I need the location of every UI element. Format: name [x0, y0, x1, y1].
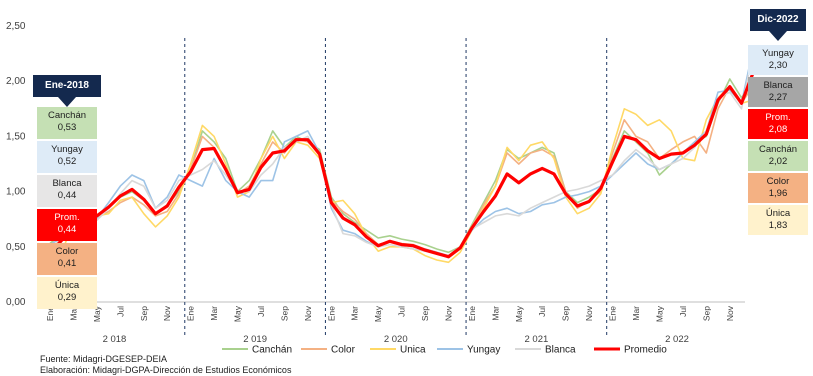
callout-item-value: 0,53	[57, 122, 77, 133]
x-tick-label: Mar	[350, 306, 360, 321]
x-tick-label: Jul	[397, 306, 407, 317]
x-tick-label: May	[233, 305, 243, 322]
x-tick-label: Ene	[467, 306, 477, 321]
y-tick-label: 2,00	[6, 76, 26, 87]
y-tick-label: 0,50	[6, 242, 26, 253]
x-tick-label: Jul	[256, 306, 266, 317]
x-tick-label: Nov	[162, 305, 172, 321]
callout-item-value: 0,44	[57, 190, 77, 201]
callout-item-name: Color	[55, 246, 79, 257]
callout-item-value: 0,41	[57, 258, 77, 269]
callout-header: Dic-2022	[750, 9, 806, 31]
x-tick-label: Ene	[45, 306, 55, 321]
callout-item: Canchán 2,02	[748, 141, 808, 171]
callout-item: Yungay 2,30	[748, 45, 808, 75]
callout-item: Prom. 0,44	[37, 209, 97, 241]
legend-label: Yungay	[467, 345, 500, 356]
year-label: 2 022	[665, 334, 689, 345]
callout-item-name: Canchán	[758, 144, 798, 155]
callout-item: Única 0,29	[37, 277, 97, 309]
x-tick-label: Mar	[631, 306, 641, 321]
x-tick-label: Mar	[68, 306, 78, 321]
callout-item-name: Canchán	[47, 110, 87, 121]
callout-item-value: 2,08	[768, 124, 788, 135]
series-line-unica	[49, 85, 755, 271]
legend-label: Color	[331, 345, 356, 356]
year-label: 2 019	[243, 334, 267, 345]
x-tick-label: May	[92, 305, 102, 322]
year-label: 2 020	[384, 334, 408, 345]
legend-label: Blanca	[545, 345, 576, 356]
y-tick-label: 1,00	[6, 187, 26, 198]
callout-item-name: Única	[765, 208, 791, 219]
x-tick-label: Jul	[115, 306, 125, 317]
x-tick-label: Sep	[279, 306, 289, 321]
callout-item: Única 1,83	[748, 205, 808, 235]
x-tick-label: May	[373, 305, 383, 322]
callout-item-name: Prom.	[765, 112, 791, 123]
callout-item-name: Blanca	[763, 80, 793, 91]
callout-item-value: 0,52	[57, 156, 77, 167]
callout-item-name: Prom.	[54, 212, 80, 223]
x-tick-label: Nov	[584, 305, 594, 321]
year-label: 2 018	[103, 334, 127, 345]
callout-item: Blanca 0,44	[37, 175, 97, 207]
x-tick-label: May	[514, 305, 524, 322]
callout-item-value: 0,44	[57, 224, 77, 235]
callout-item-name: Yungay	[762, 48, 794, 59]
legend-label: Unica	[400, 345, 426, 356]
x-tick-label: Mar	[209, 306, 219, 321]
callout-item: Color 1,96	[748, 173, 808, 203]
callout-item-value: 1,83	[768, 220, 788, 231]
year-label: 2 021	[524, 334, 548, 345]
x-tick-label: Sep	[420, 306, 430, 321]
callout-item-value: 1,96	[768, 188, 788, 199]
x-tick-label: Sep	[139, 306, 149, 321]
x-tick-label: Sep	[561, 306, 571, 321]
callout-item-value: 2,27	[768, 92, 788, 103]
series-line-promedio	[48, 70, 755, 259]
callout-item-value: 2,30	[768, 60, 788, 71]
x-tick-label: Jul	[537, 306, 547, 317]
x-tick-label: Mar	[490, 306, 500, 321]
x-tick-label: Ene	[186, 306, 196, 321]
callout-item-name: Color	[766, 176, 790, 187]
x-tick-label: Jul	[678, 306, 688, 317]
series-line-blanca	[49, 50, 755, 257]
callout-arrow	[769, 31, 787, 41]
y-tick-label: 2,50	[6, 21, 26, 32]
x-tick-label: May	[654, 305, 664, 322]
x-tick-label: Nov	[303, 305, 313, 321]
callout-item: Blanca 2,27	[748, 77, 808, 107]
series-line-color	[49, 84, 755, 259]
x-tick-label: Ene	[608, 306, 618, 321]
legend-label: Promedio	[624, 345, 667, 356]
callout-item-name: Blanca	[52, 178, 82, 189]
source-note: Fuente: Midagri-DGESEP-DEIA	[40, 354, 168, 364]
callout-header: Ene-2018	[33, 75, 101, 97]
callout-item-value: 2,02	[768, 156, 788, 167]
callout-item: Color 0,41	[37, 243, 97, 275]
callout-item-value: 0,29	[57, 292, 77, 303]
x-tick-label: Sep	[701, 306, 711, 321]
callout-item: Prom. 2,08	[748, 109, 808, 139]
x-tick-label: Nov	[443, 305, 453, 321]
y-tick-label: 0,00	[6, 297, 26, 308]
callout-item-name: Yungay	[51, 144, 83, 155]
y-tick-label: 1,50	[6, 131, 26, 142]
callout-arrow	[58, 97, 76, 107]
legend-label: Canchán	[252, 345, 292, 356]
x-tick-label: Ene	[326, 306, 336, 321]
x-tick-label: Nov	[725, 305, 735, 321]
elaboration-note: Elaboración: Midagri-DGPA-Dirección de E…	[40, 365, 292, 375]
callout-item-name: Única	[54, 280, 80, 291]
callout-item: Canchán 0,53	[37, 107, 97, 139]
callout-item: Yungay 0,52	[37, 141, 97, 173]
